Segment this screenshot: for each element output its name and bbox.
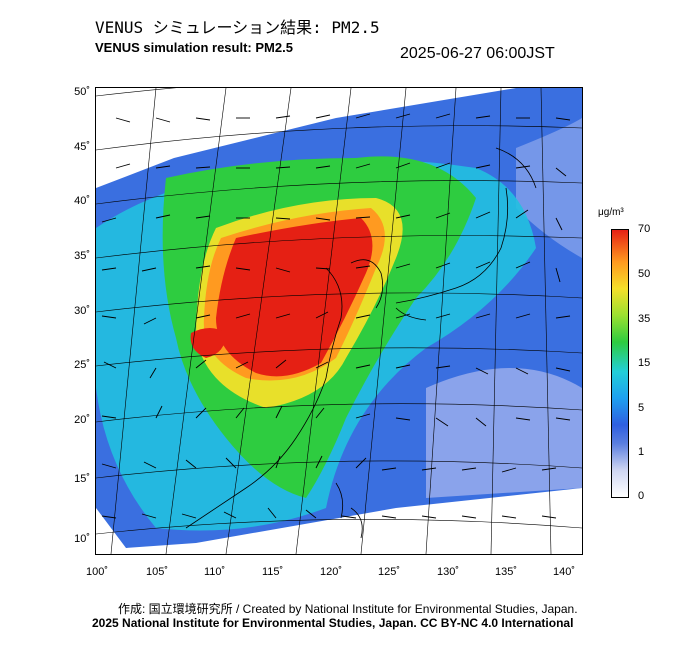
coastlines (185, 147, 537, 539)
red-zone (216, 218, 373, 377)
lat-label-50: 50˚ (74, 86, 90, 98)
lat-label-10: 10˚ (74, 533, 90, 545)
colorbar-tick-35: 35 (638, 313, 651, 325)
title-english: VENUS simulation result: PM2.5 (95, 40, 293, 55)
lon-label-105: 105˚ (146, 566, 169, 578)
lat-label-45: 45˚ (74, 141, 90, 153)
lon-label-140: 140˚ (553, 566, 576, 578)
ocean-light-area (426, 368, 582, 498)
lat-label-30: 30˚ (74, 305, 90, 317)
red-zone-west (190, 328, 226, 358)
lat-label-15: 15˚ (74, 473, 90, 485)
title-japanese: VENUS シミュレーション結果: PM2.5 (95, 18, 380, 37)
lon-label-115: 115˚ (262, 566, 284, 578)
colorbar (611, 229, 629, 498)
license-line: 2025 National Institute for Environmenta… (92, 616, 574, 630)
credit-line: 作成: 国立環境研究所 / Created by National Instit… (118, 602, 578, 616)
colorbar-tick-0: 0 (638, 490, 645, 502)
lon-label-130: 130˚ (437, 566, 460, 578)
colorbar-tick-70: 70 (638, 223, 651, 235)
lon-label-100: 100˚ (86, 566, 109, 578)
graticule (96, 88, 582, 554)
colorbar-tick-1: 1 (638, 446, 645, 458)
wind-vectors (101, 113, 571, 519)
lon-label-125: 125˚ (378, 566, 401, 578)
colorbar-unit: μg/m³ (598, 207, 624, 218)
lat-label-35: 35˚ (74, 250, 90, 262)
lon-label-120: 120˚ (320, 566, 343, 578)
colorbar-tick-5: 5 (638, 402, 645, 414)
lon-label-135: 135˚ (495, 566, 518, 578)
map-canvas (96, 88, 582, 554)
colorbar-tick-50: 50 (638, 268, 651, 280)
colorbar-tick-15: 15 (638, 357, 651, 369)
lat-label-20: 20˚ (74, 414, 90, 426)
lat-label-25: 25˚ (74, 359, 90, 371)
pm25-map[interactable] (95, 87, 583, 555)
lon-label-110: 110˚ (204, 566, 226, 578)
timestamp: 2025-06-27 06:00JST (400, 45, 555, 62)
lat-label-40: 40˚ (74, 195, 90, 207)
ocean-light-area-2 (516, 118, 582, 258)
